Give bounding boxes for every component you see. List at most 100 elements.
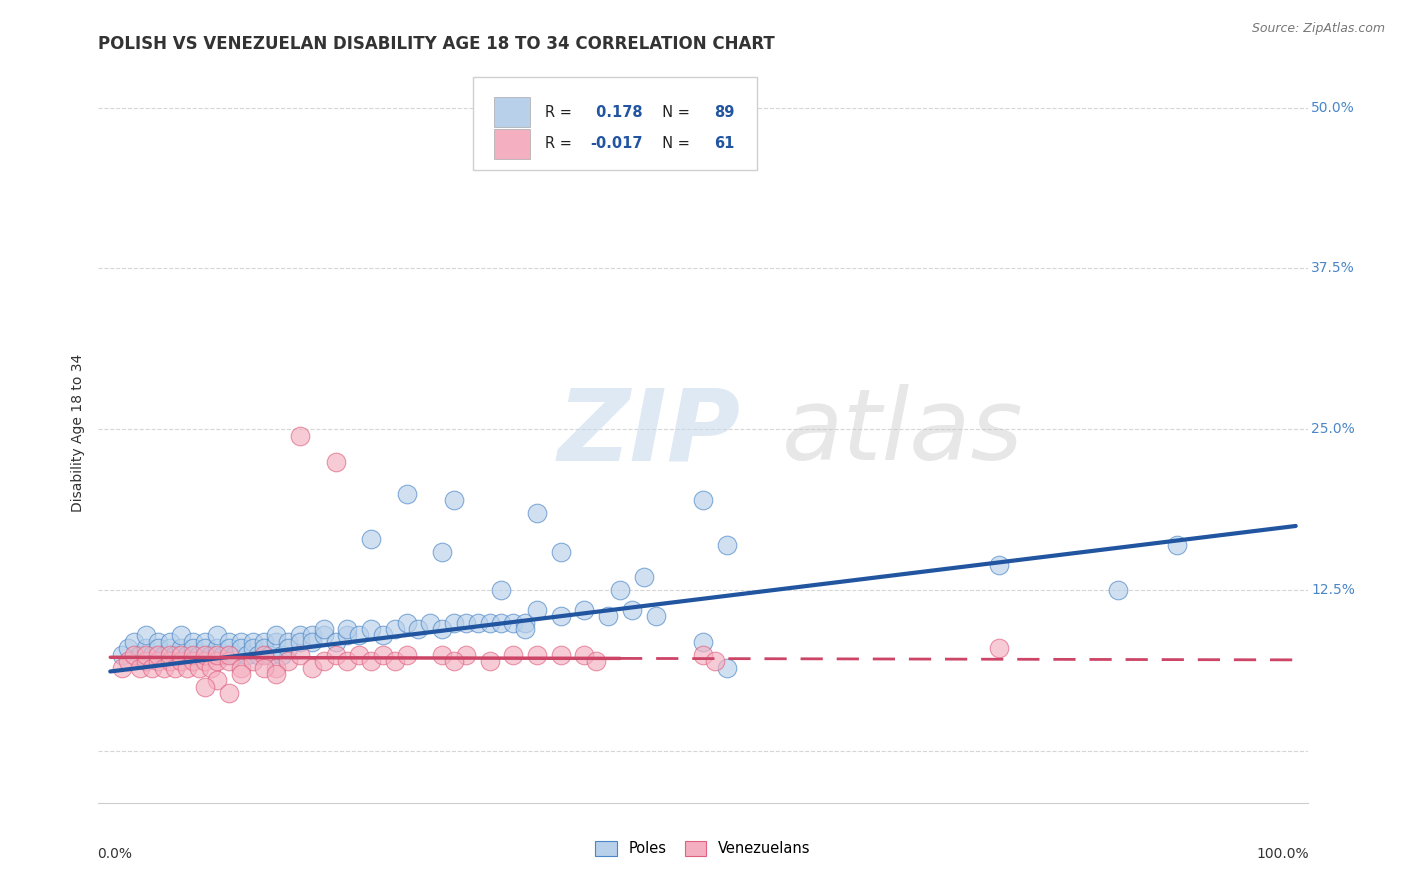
Point	[692, 493, 714, 508]
Point	[371, 648, 394, 662]
Point	[271, 648, 294, 662]
Point	[432, 622, 454, 636]
Point	[205, 648, 228, 662]
Text: 61: 61	[714, 136, 734, 152]
FancyBboxPatch shape	[474, 78, 758, 169]
Point	[301, 628, 323, 642]
Point	[205, 641, 228, 656]
Point	[159, 654, 181, 668]
Point	[325, 454, 347, 468]
Point	[141, 660, 163, 674]
Point	[491, 615, 513, 630]
Point	[181, 641, 204, 656]
Point	[288, 628, 311, 642]
Text: N =: N =	[654, 136, 695, 152]
Point	[609, 583, 631, 598]
Point	[360, 532, 382, 546]
Point	[242, 641, 264, 656]
Point	[360, 622, 382, 636]
Point	[288, 635, 311, 649]
Point	[408, 622, 430, 636]
Point	[347, 648, 370, 662]
Text: N =: N =	[654, 104, 695, 120]
Point	[526, 506, 548, 520]
Point	[692, 648, 714, 662]
Point	[336, 628, 359, 642]
Point	[170, 654, 193, 668]
Point	[159, 635, 181, 649]
Y-axis label: Disability Age 18 to 34: Disability Age 18 to 34	[72, 353, 86, 512]
Point	[526, 602, 548, 616]
Point	[205, 654, 228, 668]
Point	[312, 654, 335, 668]
Text: R =: R =	[544, 136, 576, 152]
Point	[194, 635, 217, 649]
Point	[194, 641, 217, 656]
Point	[229, 635, 252, 649]
Point	[277, 641, 299, 656]
Point	[585, 654, 607, 668]
Point	[325, 648, 347, 662]
Point	[264, 628, 287, 642]
Point	[347, 628, 370, 642]
Point	[247, 648, 270, 662]
Point	[146, 654, 169, 668]
Point	[526, 648, 548, 662]
Point	[336, 654, 359, 668]
FancyBboxPatch shape	[494, 97, 530, 127]
Point	[384, 654, 406, 668]
Point	[229, 667, 252, 681]
Point	[443, 615, 465, 630]
Point	[146, 641, 169, 656]
Point	[454, 648, 477, 662]
Point	[129, 660, 152, 674]
Point	[644, 609, 666, 624]
Point	[242, 635, 264, 649]
Point	[432, 648, 454, 662]
Point	[264, 660, 287, 674]
Point	[146, 635, 169, 649]
Point	[633, 570, 655, 584]
Point	[117, 654, 139, 668]
Point	[550, 545, 572, 559]
Point	[235, 648, 257, 662]
Point	[218, 654, 240, 668]
Text: Source: ZipAtlas.com: Source: ZipAtlas.com	[1251, 22, 1385, 36]
Point	[253, 648, 276, 662]
Point	[122, 635, 145, 649]
Point	[229, 641, 252, 656]
Point	[229, 660, 252, 674]
Point	[301, 635, 323, 649]
Point	[491, 583, 513, 598]
Point	[259, 648, 281, 662]
Point	[200, 648, 222, 662]
Point	[716, 538, 738, 552]
Point	[111, 648, 134, 662]
Point	[253, 660, 276, 674]
Point	[218, 641, 240, 656]
Point	[194, 680, 217, 694]
Text: -0.017: -0.017	[591, 136, 643, 152]
Point	[188, 648, 211, 662]
Point	[515, 622, 537, 636]
Point	[515, 615, 537, 630]
Point	[550, 648, 572, 662]
Point	[152, 660, 174, 674]
Point	[152, 648, 174, 662]
Point	[122, 648, 145, 662]
Point	[170, 641, 193, 656]
Point	[242, 654, 264, 668]
Text: 37.5%: 37.5%	[1312, 261, 1355, 276]
Point	[443, 654, 465, 668]
Point	[146, 648, 169, 662]
Point	[502, 648, 524, 662]
Point	[165, 660, 187, 674]
Text: 100.0%: 100.0%	[1256, 847, 1309, 861]
Point	[443, 493, 465, 508]
Point	[253, 635, 276, 649]
Point	[384, 622, 406, 636]
Point	[200, 660, 222, 674]
Point	[325, 635, 347, 649]
Point	[336, 622, 359, 636]
Point	[301, 660, 323, 674]
